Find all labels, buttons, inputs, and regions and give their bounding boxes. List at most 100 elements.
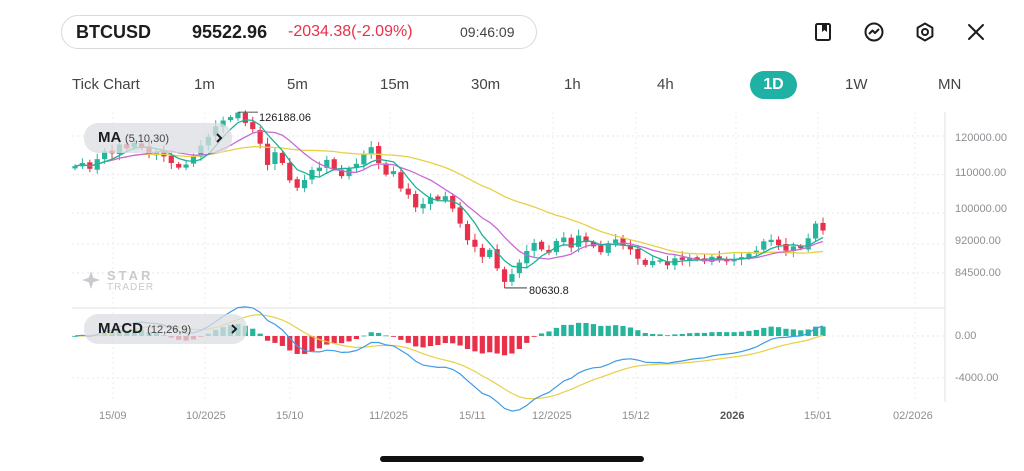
candle-body xyxy=(383,163,389,175)
candle-body xyxy=(287,162,293,181)
macd-indicator-pill[interactable]: MACD (12,26,9) xyxy=(84,314,247,344)
candle-body xyxy=(464,224,471,241)
tab-1d[interactable]: 1D xyxy=(750,71,797,99)
macd-histogram-bar xyxy=(635,330,641,336)
macd-histogram-bar xyxy=(598,325,604,336)
candle-body xyxy=(679,257,685,260)
macd-histogram-bar xyxy=(576,322,582,336)
candle-body xyxy=(775,239,782,246)
candle-body xyxy=(531,242,537,251)
candle-body xyxy=(294,179,300,188)
candle-body xyxy=(72,166,78,169)
macd-histogram-bar xyxy=(472,336,478,352)
macd-histogram-bar xyxy=(516,336,522,349)
candle-body xyxy=(309,169,315,180)
tab-1m[interactable]: 1m xyxy=(194,76,215,93)
macd-histogram-bar xyxy=(620,325,626,336)
candle-body xyxy=(339,169,345,177)
candle-body xyxy=(568,237,574,248)
current-price: 95522.96 xyxy=(192,21,268,42)
tab-5m[interactable]: 5m xyxy=(287,76,308,93)
symbol-ticker[interactable]: BTCUSD 95522.96 -2034.38(-2.09%) 09:46:0… xyxy=(61,15,537,49)
tab-tick-chart[interactable]: Tick Chart xyxy=(72,76,140,93)
macd-histogram-bar xyxy=(450,336,456,344)
ma5-line xyxy=(74,119,824,269)
candle-body xyxy=(405,188,411,195)
macd-histogram-bar xyxy=(316,336,322,349)
macd-histogram-bar xyxy=(346,336,352,342)
tab-30m[interactable]: 30m xyxy=(471,76,501,93)
x-tick-label: 2026 xyxy=(720,410,745,422)
price-change: -2034.38(-2.09%) xyxy=(288,23,413,40)
x-tick-label: 11/2025 xyxy=(369,410,408,422)
x-tick-label: 12/2025 xyxy=(532,410,572,422)
macd-histogram-bar xyxy=(353,336,360,340)
macd-histogram-bar xyxy=(531,336,537,337)
macd-histogram-bar xyxy=(413,336,419,347)
macd-histogram-bar xyxy=(442,336,448,344)
candle-body xyxy=(501,269,508,282)
tab-1w[interactable]: 1W xyxy=(845,76,868,93)
tab-4h[interactable]: 4h xyxy=(657,76,674,93)
macd-histogram-bar xyxy=(746,330,752,336)
macd-histogram-bar xyxy=(768,326,774,336)
candle-body xyxy=(472,239,478,247)
macd-histogram-bar xyxy=(331,336,337,344)
low-annotation: 80630.8 xyxy=(529,285,569,297)
macd-histogram-bar xyxy=(753,329,759,336)
close-icon[interactable] xyxy=(965,21,987,43)
macd-histogram-bar xyxy=(568,324,574,336)
candle-body xyxy=(620,238,626,245)
chevron-right-icon[interactable] xyxy=(215,132,223,144)
macd-histogram-bar xyxy=(583,322,589,336)
macd-histogram-bar xyxy=(376,332,382,336)
macd-histogram-bar xyxy=(701,332,708,336)
macd-histogram-bar xyxy=(301,336,308,354)
candle-body xyxy=(538,241,545,250)
tab-1h[interactable]: 1h xyxy=(564,76,581,93)
macd-histogram-bar xyxy=(250,328,256,336)
x-tick-label: 15/10 xyxy=(276,410,304,422)
macd-tick-label: -4000.00 xyxy=(955,372,999,384)
ma-params: (5,10,30) xyxy=(124,133,169,145)
macd-histogram-bar xyxy=(642,333,648,336)
macd-histogram-bar xyxy=(257,333,263,336)
symbol-name: BTCUSD xyxy=(76,21,151,42)
tab-mn[interactable]: MN xyxy=(938,76,962,93)
candle-body xyxy=(731,259,737,262)
macd-histogram-bar xyxy=(309,336,315,352)
macd-label: MACD xyxy=(98,320,143,337)
macd-histogram-bar xyxy=(783,328,789,336)
candle-body xyxy=(650,261,656,266)
candle-body xyxy=(746,253,752,259)
candle-body xyxy=(561,237,567,243)
candle-body xyxy=(420,203,426,209)
trend-icon[interactable] xyxy=(863,21,885,43)
bookmark-icon[interactable] xyxy=(812,21,834,43)
candle-body xyxy=(413,193,419,208)
candle-body xyxy=(331,159,337,169)
macd-histogram-bar xyxy=(279,336,285,346)
candle-body xyxy=(694,257,700,260)
candle-body xyxy=(812,223,819,239)
star-trader-logo-icon xyxy=(82,271,100,289)
chevron-right-icon[interactable] xyxy=(230,323,238,335)
macd-histogram-bar xyxy=(553,327,559,336)
candle-body xyxy=(605,243,611,253)
macd-params: (12,26,9) xyxy=(147,324,192,336)
macd-tick-label: 0.00 xyxy=(955,330,977,342)
macd-histogram-bar xyxy=(390,336,397,337)
macd-histogram-bar xyxy=(664,335,671,337)
candle-body xyxy=(761,241,767,250)
tab-15m[interactable]: 15m xyxy=(380,76,410,93)
ma-indicator-pill[interactable]: MA (5,10,30) xyxy=(84,123,232,153)
candle-body xyxy=(613,239,619,244)
settings-icon[interactable] xyxy=(914,21,936,43)
macd-histogram-bar xyxy=(613,325,619,336)
x-tick-label: 15/01 xyxy=(804,410,832,422)
macd-histogram-bar xyxy=(272,336,278,343)
macd-histogram-bar xyxy=(724,332,730,336)
macd-histogram-bar xyxy=(427,336,434,347)
ma-label: MA xyxy=(98,129,121,146)
